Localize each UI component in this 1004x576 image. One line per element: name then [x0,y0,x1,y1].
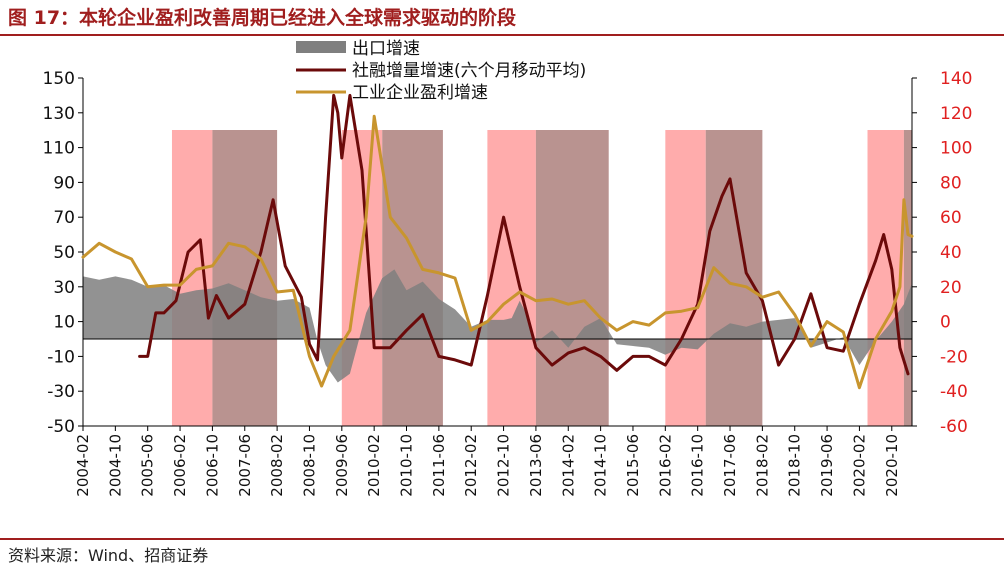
left-tick-label: 110 [43,139,75,159]
x-tick-label: 2016-10 [689,434,707,497]
legend-label: 工业企业盈利增速 [352,83,488,103]
series-industrial-profit-line [81,114,914,390]
legend-label: 社融增量增速(六个月移动平均) [352,61,586,81]
x-tick-label: 2019-06 [818,434,836,497]
series-export-area [83,269,912,383]
series-lines [81,93,914,390]
x-tick-label: 2017-06 [721,434,739,497]
highlight-band-2 [212,130,278,426]
right-tick-label: 20 [940,278,962,298]
right-tick-label: -20 [940,347,968,367]
x-tick-label: 2018-10 [786,434,804,497]
footer-divider [0,538,1004,540]
left-tick-label: 130 [43,104,75,124]
x-tick-label: 2016-02 [656,434,674,497]
x-tick-label: 2014-02 [559,434,577,497]
left-tick-label: 10 [53,313,75,333]
x-tick-label: 2010-02 [365,434,383,497]
left-tick-label: 90 [53,173,75,193]
legend-label: 出口增速 [352,39,420,59]
x-tick-label: 2018-02 [753,434,771,497]
right-tick-label: 0 [940,313,951,333]
left-tick-label: -50 [47,417,75,437]
x-tick-label: 2010-10 [398,434,416,497]
x-tick-label: 2012-10 [495,434,513,497]
x-tick-label: 2014-10 [592,434,610,497]
highlight-bands [171,130,912,426]
x-tick-label: 2007-06 [236,434,254,497]
x-tick-label: 2004-02 [74,434,92,497]
right-tick-label: 120 [940,104,972,124]
x-tick-label: 2012-02 [462,434,480,497]
highlight-band-9 [867,130,904,426]
x-tick-label: 2008-10 [300,434,318,497]
source-note: 资料来源：Wind、招商证券 [8,546,209,565]
x-tick-label: 2013-06 [527,434,545,497]
figure-title: 图 17：本轮企业盈利改善周期已经进入全球需求驱动的阶段 [8,7,517,29]
left-tick-label: 70 [53,208,75,228]
highlight-band-7 [665,130,706,426]
highlight-band-5 [487,130,536,426]
right-tick-label: 140 [940,69,972,89]
right-tick-label: 60 [940,208,962,228]
left-tick-label: 30 [53,278,75,298]
right-tick-label: 40 [940,243,962,263]
title-divider [0,34,1004,36]
x-tick-label: 2011-06 [430,434,448,497]
left-tick-label: -10 [47,347,75,367]
highlight-band-8 [705,130,763,426]
x-tick-label: 2020-10 [883,434,901,497]
x-tick-label: 2005-06 [139,434,157,497]
left-tick-label: 150 [43,69,75,89]
right-tick-label: -60 [940,417,968,437]
left-tick-label: 50 [53,243,75,263]
x-tick-label: 2008-02 [268,434,286,497]
left-tick-label: -30 [47,382,75,402]
right-tick-label: 80 [940,173,962,193]
x-tick-label: 2009-06 [333,434,351,497]
chart-axes: 150 130 110 90 70 50 30 10 -10 -30 -50 140 120 100 80 6… [43,69,973,497]
highlight-band-1 [171,130,213,426]
highlight-band-10 [903,130,912,426]
chart-canvas: 150 130 110 90 70 50 30 10 -10 -30 -50 140 120 100 80 6… [43,39,973,497]
right-tick-label: -40 [940,382,968,402]
x-tick-label: 2015-06 [624,434,642,497]
x-tick-label: 2020-02 [850,434,868,497]
x-tick-label: 2006-10 [203,434,221,497]
x-tick-label: 2004-10 [106,434,124,497]
x-tick-label: 2006-02 [171,434,189,497]
export-area-layer [83,269,912,383]
legend-swatch-export [296,41,346,53]
highlight-band-6 [535,130,609,426]
right-tick-label: 100 [940,139,972,159]
series-social-financing-line [138,93,910,376]
